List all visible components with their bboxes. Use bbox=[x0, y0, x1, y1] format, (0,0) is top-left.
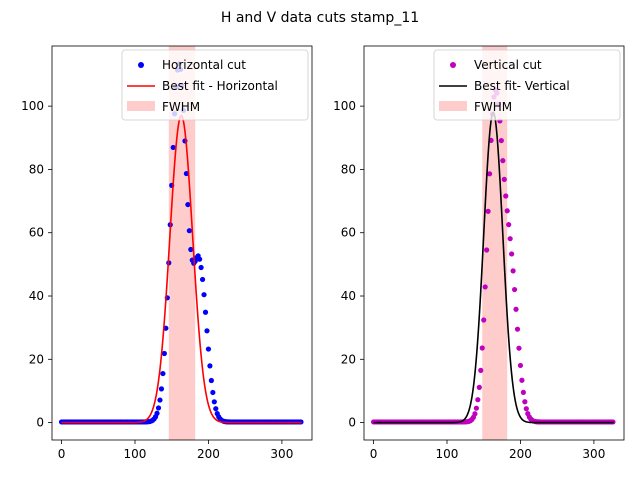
legend-scatter-label: Horizontal cut bbox=[162, 58, 246, 72]
scatter-point bbox=[210, 389, 216, 396]
scatter-point bbox=[475, 397, 481, 403]
y-tick-label: 20 bbox=[341, 352, 356, 366]
x-tick-label: 0 bbox=[58, 447, 66, 461]
y-tick-label: 80 bbox=[341, 162, 356, 176]
scatter-point bbox=[517, 362, 524, 369]
scatter-point bbox=[211, 399, 217, 405]
scatter-point bbox=[170, 144, 176, 151]
y-tick-label: 80 bbox=[29, 162, 44, 176]
scatter-point bbox=[160, 370, 166, 377]
scatter-point bbox=[486, 171, 493, 177]
legend-fwhm-patch bbox=[127, 101, 155, 111]
x-tick-label: 100 bbox=[436, 447, 459, 461]
legend-scatter-marker bbox=[138, 62, 144, 68]
y-tick-label: 20 bbox=[29, 352, 44, 366]
scatter-point bbox=[205, 346, 212, 352]
scatter-point bbox=[472, 411, 478, 417]
scatter-point bbox=[484, 247, 490, 253]
scatter-point bbox=[202, 309, 209, 315]
x-tick-label: 200 bbox=[509, 447, 532, 461]
scatter-point bbox=[201, 292, 207, 298]
y-tick-label: 40 bbox=[29, 289, 44, 303]
legend-scatter-label: Vertical cut bbox=[474, 58, 542, 72]
scatter-point bbox=[503, 193, 509, 199]
x-tick-label: 100 bbox=[124, 447, 147, 461]
scatter-point bbox=[199, 276, 206, 283]
x-tick-label: 200 bbox=[197, 447, 220, 461]
scatter-point bbox=[197, 256, 203, 262]
scatter-point bbox=[510, 268, 516, 274]
scatter-point bbox=[161, 350, 167, 357]
y-tick-label: 0 bbox=[36, 416, 44, 430]
scatter-point bbox=[516, 345, 522, 351]
scatter-point bbox=[183, 170, 190, 177]
scatter-point bbox=[514, 326, 521, 332]
axes-frame bbox=[51, 45, 313, 441]
scatter-point bbox=[186, 228, 192, 234]
right-chart-panel: 0 100 200 300 0 20 40 60 80 100 Vertical cut Best f… bbox=[333, 45, 625, 461]
scatter-point bbox=[476, 384, 482, 390]
legend-fwhm-patch bbox=[439, 101, 467, 111]
scatter-point bbox=[207, 363, 213, 369]
scatter-point bbox=[155, 405, 162, 411]
scatter-point bbox=[500, 158, 506, 164]
scatter-point bbox=[188, 246, 194, 253]
left-chart-panel: 0 100 200 300 0 20 40 60 80 100 Horizontal cut Best… bbox=[21, 45, 313, 461]
x-tick-label: 300 bbox=[582, 447, 605, 461]
scatter-point bbox=[522, 399, 528, 405]
y-tick-label: 0 bbox=[348, 416, 356, 430]
legend-box bbox=[121, 49, 309, 121]
scatter-point bbox=[478, 367, 484, 373]
scatter-point bbox=[481, 317, 487, 323]
legend-fit-label: Best fit - Horizontal bbox=[162, 79, 278, 93]
scatter-point bbox=[520, 389, 526, 395]
scatter-point bbox=[506, 222, 512, 228]
scatter-point bbox=[158, 386, 165, 392]
scatter-point bbox=[511, 286, 518, 293]
legend-fwhm-label: FWHM bbox=[474, 100, 512, 114]
y-tick-label: 60 bbox=[29, 226, 44, 240]
x-tick-label: 300 bbox=[270, 447, 293, 461]
scatter-point bbox=[185, 201, 191, 208]
scatter-point bbox=[513, 306, 519, 312]
scatter-point bbox=[473, 405, 479, 411]
y-tick-label: 100 bbox=[21, 99, 44, 113]
y-tick-label: 60 bbox=[341, 226, 356, 240]
scatter-point bbox=[509, 251, 515, 257]
scatter-point bbox=[479, 345, 485, 351]
legend-scatter-marker bbox=[450, 62, 456, 68]
scatter-point bbox=[198, 264, 204, 271]
legend-fit-label: Best fit- Vertical bbox=[474, 79, 570, 93]
scatter-point bbox=[519, 377, 525, 383]
scatter-point bbox=[498, 137, 504, 144]
axes-frame bbox=[363, 45, 625, 441]
scatter-point bbox=[501, 176, 507, 182]
scatter-point bbox=[504, 208, 510, 214]
y-tick-label: 40 bbox=[341, 289, 356, 303]
scatter-point bbox=[204, 328, 210, 334]
scatter-point bbox=[523, 406, 529, 412]
scatter-point bbox=[208, 377, 214, 384]
x-tick-label: 0 bbox=[370, 447, 378, 461]
scatter-point bbox=[154, 410, 160, 416]
scatter-point bbox=[482, 284, 488, 290]
y-tick-label: 100 bbox=[333, 99, 356, 113]
scatter-point bbox=[213, 406, 219, 412]
figure-title: H and V data cuts stamp_11 bbox=[221, 10, 419, 26]
legend-fwhm-label: FWHM bbox=[162, 100, 200, 114]
scatter-point bbox=[507, 236, 513, 242]
scatter-point bbox=[485, 208, 491, 214]
scatter-point bbox=[157, 397, 163, 403]
legend-box bbox=[433, 49, 621, 121]
